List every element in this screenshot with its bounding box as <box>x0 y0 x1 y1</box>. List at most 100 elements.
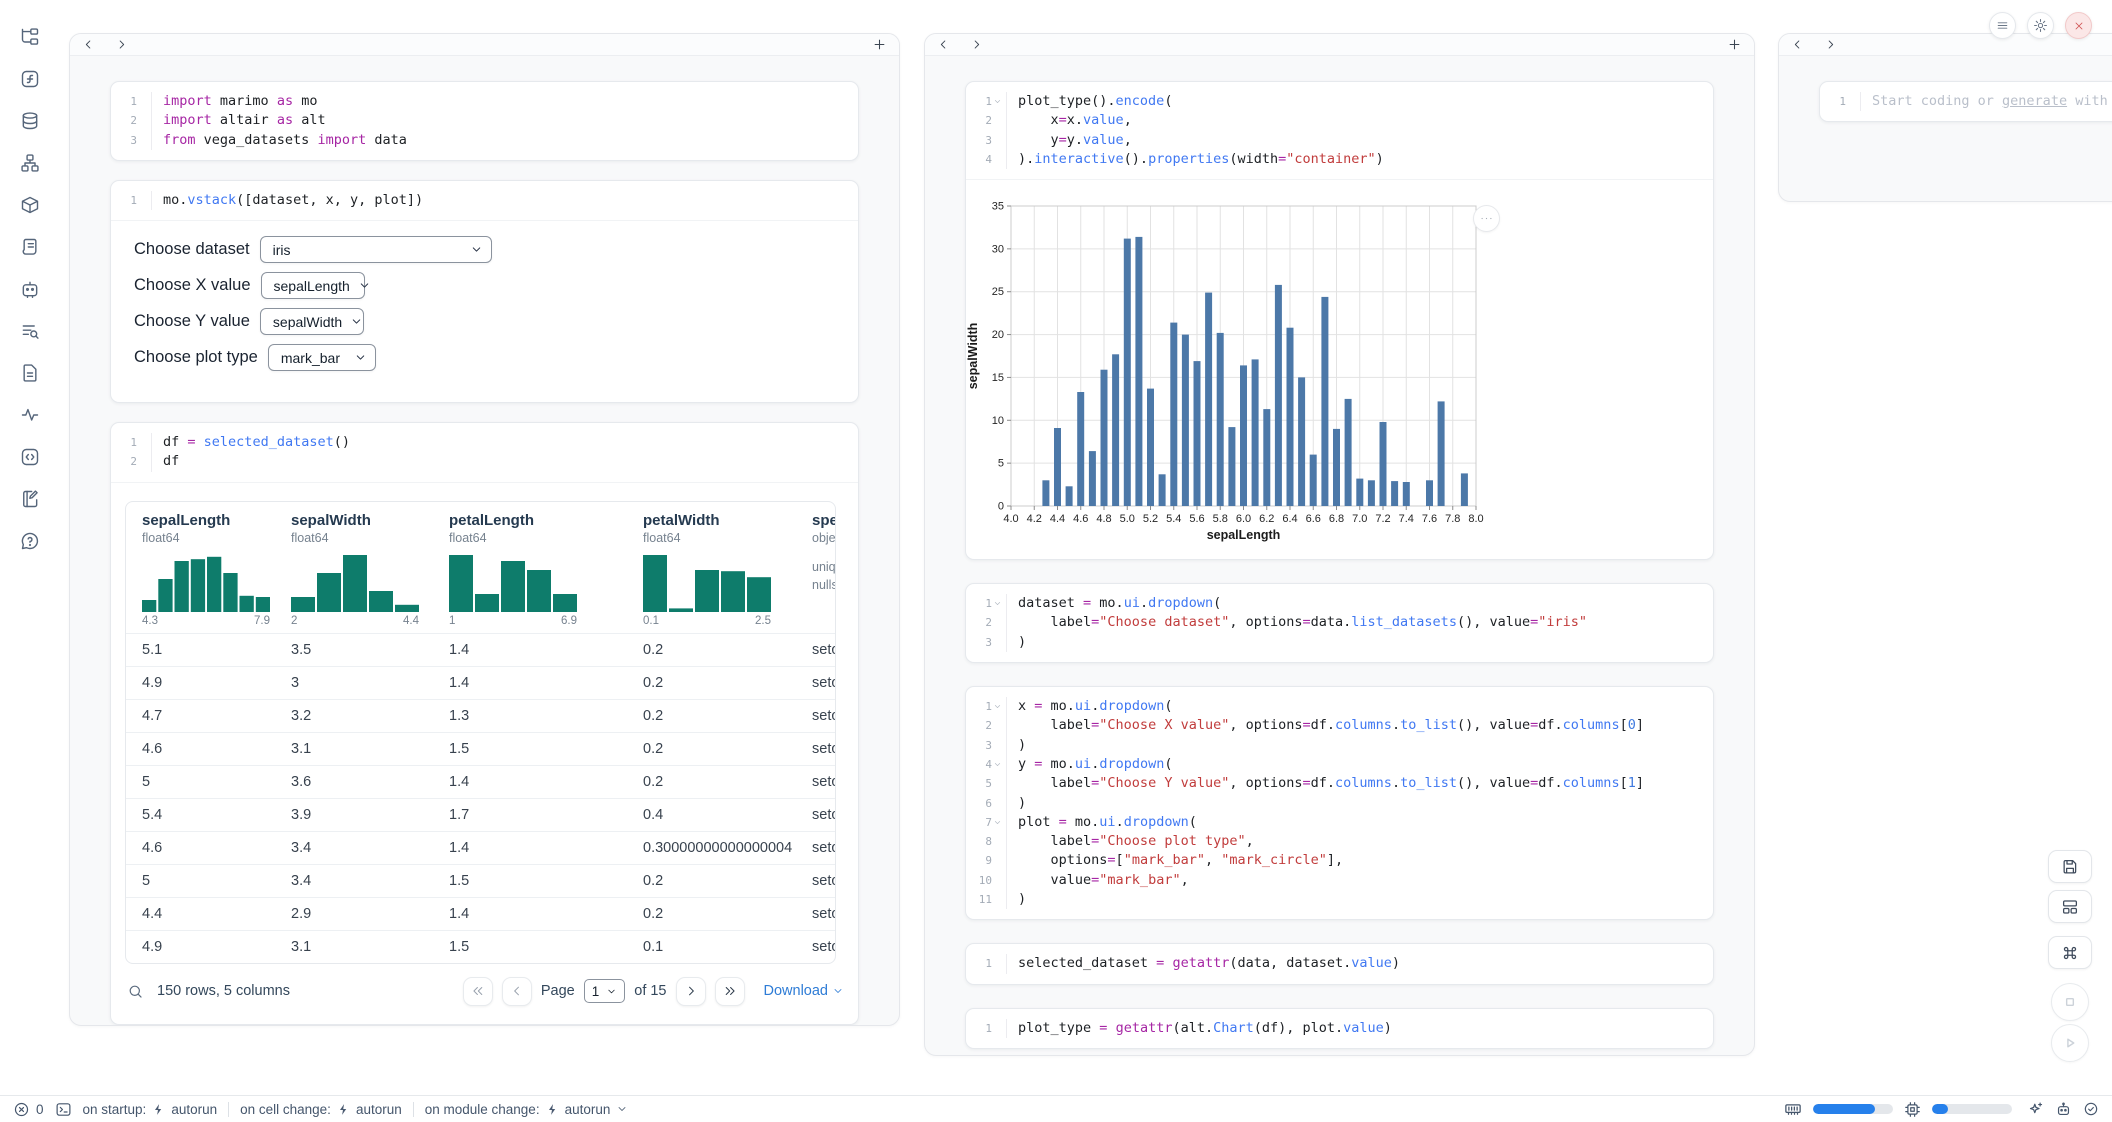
collapse-chevron-icon[interactable] <box>992 599 1003 608</box>
choose-x-value-select[interactable]: sepalLength <box>261 272 365 299</box>
code-line: 11) <box>966 890 1713 909</box>
altair-bar-chart[interactable]: 4.04.24.44.64.85.05.25.45.65.86.06.26.46… <box>966 192 1486 544</box>
code-text: import altair as alt <box>151 111 336 130</box>
code-editor[interactable]: 1import marimo as mo2import altair as al… <box>111 82 858 160</box>
sidebar-item-notebook-pen[interactable] <box>14 483 45 514</box>
menu-button[interactable] <box>1989 12 2016 39</box>
column-type: float64 <box>643 531 796 545</box>
config-prefix: on cell change: <box>240 1102 331 1117</box>
table-cell: 0.2 <box>627 741 796 757</box>
collapse-chevron-icon[interactable] <box>992 760 1003 769</box>
code-editor[interactable]: 1Start coding or generate with AI <box>1820 82 2112 121</box>
code-text: ) <box>1006 890 1036 909</box>
code-editor[interactable]: 1mo.vstack([dataset, x, y, plot]) <box>111 181 858 220</box>
collapse-chevron-icon[interactable] <box>992 702 1003 711</box>
select-value: mark_bar <box>281 350 340 366</box>
next-page-button[interactable] <box>676 977 706 1006</box>
zap-icon <box>152 1103 165 1116</box>
sidebar-item-file-tree[interactable] <box>14 21 45 52</box>
svg-text:15: 15 <box>992 372 1004 384</box>
memory-icon <box>1784 1100 1802 1118</box>
connection-status-icon[interactable] <box>2083 1101 2099 1117</box>
code-line: 2df <box>111 452 858 471</box>
column-name: species <box>812 512 836 529</box>
sidebar-item-function-square[interactable] <box>14 63 45 94</box>
code-text: ) <box>1006 633 1036 652</box>
code-editor[interactable]: 1dataset = mo.ui.dropdown(2 label="Choos… <box>966 584 1713 662</box>
sidebar-item-text-search[interactable] <box>14 315 45 346</box>
table-cell: 1.7 <box>433 807 627 823</box>
select-value: iris <box>273 242 291 258</box>
page-select[interactable]: 1 <box>584 979 626 1003</box>
choose-y-value-select[interactable]: sepalWidth <box>260 308 364 335</box>
table-cell: 1.3 <box>433 708 627 724</box>
cpu-icon <box>1904 1101 1921 1118</box>
sidebar-item-package-box[interactable] <box>14 189 45 220</box>
stop-button[interactable] <box>2051 983 2089 1021</box>
code-line: 3 y=y.value, <box>966 131 1713 150</box>
terminal-button[interactable] <box>55 1101 72 1118</box>
line-number: 1 <box>966 594 1006 613</box>
sidebar-item-help-chat[interactable] <box>14 525 45 556</box>
first-page-button[interactable] <box>463 977 493 1006</box>
sidebar-item-activity[interactable] <box>14 399 45 430</box>
command-palette-button[interactable] <box>2048 936 2092 969</box>
choose-dataset-select[interactable]: iris <box>260 236 492 263</box>
column-prev-button[interactable] <box>1791 38 1804 51</box>
column-header <box>70 34 899 56</box>
chart-actions-button[interactable] <box>1473 205 1500 232</box>
runtime-config-0[interactable]: on startup:autorun <box>83 1102 218 1117</box>
code-editor[interactable]: 1plot_type().encode(2 x=x.value,3 y=y.va… <box>966 82 1713 179</box>
line-number: 3 <box>966 131 1006 150</box>
column-prev-button[interactable] <box>82 38 95 51</box>
table-row: 5.43.91.70.4setosa <box>126 798 835 831</box>
settings-button[interactable] <box>2027 12 2054 39</box>
add-column-button[interactable] <box>872 37 887 52</box>
download-label: Download <box>764 983 829 999</box>
config-value: autorun <box>565 1102 611 1117</box>
add-column-button[interactable] <box>1727 37 1742 52</box>
svg-text:6.8: 6.8 <box>1329 513 1344 525</box>
code-editor[interactable]: 1selected_dataset = getattr(data, datase… <box>966 944 1713 983</box>
code-editor[interactable]: 1x = mo.ui.dropdown(2 label="Choose X va… <box>966 687 1713 919</box>
code-editor[interactable]: 1plot_type = getattr(alt.Chart(df), plot… <box>966 1009 1713 1048</box>
run-button[interactable] <box>2051 1024 2089 1062</box>
code-text: value="mark_bar", <box>1006 871 1199 890</box>
choose-plot-type-select[interactable]: mark_bar <box>268 344 376 371</box>
layout-button[interactable] <box>2048 890 2092 923</box>
error-count-button[interactable]: 0 <box>13 1101 44 1118</box>
last-page-button[interactable] <box>715 977 745 1006</box>
table-cell: 3.4 <box>275 840 433 856</box>
save-button[interactable] <box>2048 850 2092 883</box>
line-number: 4 <box>966 150 1006 169</box>
sidebar-item-code-snippet[interactable] <box>14 441 45 472</box>
table-column-header: sepalLengthfloat644.37.9 <box>126 512 275 627</box>
ai-sparkles-button[interactable] <box>2027 1101 2044 1118</box>
sidebar-item-file-text[interactable] <box>14 357 45 388</box>
column-next-button[interactable] <box>1824 38 1837 51</box>
select-value: sepalWidth <box>273 314 342 330</box>
collapse-chevron-icon[interactable] <box>992 818 1003 827</box>
table-cell: setosa <box>796 939 836 955</box>
search-icon[interactable] <box>127 983 144 1000</box>
sidebar-item-scroll-text[interactable] <box>14 231 45 262</box>
svg-text:7.8: 7.8 <box>1445 513 1460 525</box>
assistant-bot-button[interactable] <box>2055 1101 2072 1118</box>
runtime-config-1[interactable]: on cell change:autorun <box>240 1102 402 1117</box>
code-line: 6) <box>966 794 1713 813</box>
column-prev-button[interactable] <box>937 38 950 51</box>
runtime-config-2[interactable]: on module change:autorun <box>425 1102 629 1117</box>
line-number: 1 <box>966 92 1006 111</box>
sidebar-item-network[interactable] <box>14 147 45 178</box>
sidebar-item-database[interactable] <box>14 105 45 136</box>
sidebar-item-bot-message[interactable] <box>14 273 45 304</box>
shutdown-button[interactable] <box>2065 12 2092 39</box>
download-button[interactable]: Download <box>764 983 845 999</box>
collapse-chevron-icon[interactable] <box>992 97 1003 106</box>
column-next-button[interactable] <box>115 38 128 51</box>
column-next-button[interactable] <box>970 38 983 51</box>
cell-selected-dataset: 1selected_dataset = getattr(data, datase… <box>965 943 1714 984</box>
code-editor[interactable]: 1df = selected_dataset()2df <box>111 423 858 482</box>
prev-page-button[interactable] <box>502 977 532 1006</box>
line-number: 1 <box>966 954 1006 973</box>
